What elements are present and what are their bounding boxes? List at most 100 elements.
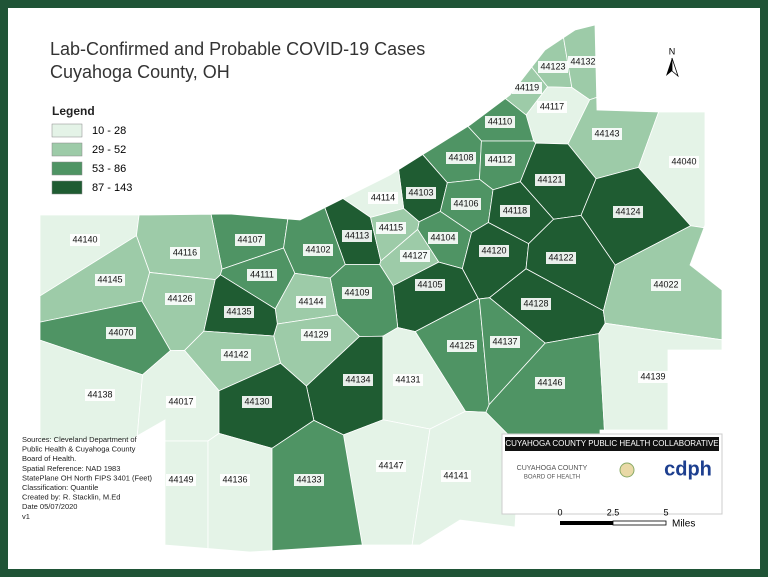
zip-label: 44108: [448, 152, 473, 162]
zip-label-bg: [221, 349, 251, 361]
zip-label: 44128: [523, 298, 548, 308]
legend-swatch: [51, 142, 83, 157]
scale-label: 0: [557, 507, 562, 517]
zip-label-bg: [521, 298, 551, 310]
zip-label-bg: [70, 234, 100, 246]
zip-label: 44118: [503, 205, 527, 215]
scale-label: 2.5: [607, 507, 620, 517]
north-arrow-right: [671, 57, 679, 78]
legend-swatch: [51, 123, 83, 138]
zip-label: 44134: [345, 374, 370, 384]
zip-label-bg: [535, 174, 565, 186]
legend-label: 53 - 86: [92, 163, 126, 175]
zip-label: 44115: [379, 222, 403, 232]
zip-label-bg: [376, 222, 406, 234]
zip-label-bg: [85, 389, 115, 401]
zip-label: 44111: [250, 269, 274, 279]
zip-label: 44120: [481, 245, 506, 255]
zip-label: 44146: [537, 377, 562, 387]
zip-label: 44104: [430, 232, 455, 242]
zip-label: 44138: [87, 389, 112, 399]
zip-label-bg: [451, 198, 481, 210]
zip-label-bg: [247, 269, 277, 281]
legend: 10 - 28 29 - 52 53 - 86 87 - 143: [51, 123, 132, 195]
zip-label: 44126: [167, 293, 192, 303]
zip-label: 44130: [244, 396, 269, 406]
zip-label-bg: [485, 154, 515, 166]
legend-label: 10 - 28: [92, 125, 126, 137]
zip-label-bg: [485, 116, 515, 128]
zip-label: 44017: [168, 396, 193, 406]
zip-label-bg: [170, 247, 200, 259]
logo-box: CUYAHOGA COUNTY PUBLIC HEALTH COLLABORAT…: [501, 433, 723, 515]
zip-label: 44127: [402, 250, 427, 260]
source-line: StatePlane OH North FIPS 3401 (Feet): [22, 473, 153, 482]
zip-label-bg: [546, 252, 576, 264]
zip-label: 44112: [488, 154, 512, 164]
zip-label-bg: [400, 250, 430, 262]
zip-label-bg: [415, 279, 445, 291]
zip-label-bg: [479, 245, 509, 257]
source-line: v1: [22, 512, 30, 521]
zip-label: 44110: [488, 116, 512, 126]
zip-area: [207, 432, 273, 553]
zip-label-bg: [669, 156, 699, 168]
zip-label-bg: [368, 192, 398, 204]
zip-label-bg: [166, 396, 196, 408]
zip-label-bg: [535, 377, 565, 389]
zip-label-bg: [301, 329, 331, 341]
zip-label: 44040: [671, 156, 696, 166]
zip-label: 44145: [97, 274, 122, 284]
source-line: Board of Health.: [22, 454, 76, 463]
legend-swatch: [51, 161, 83, 176]
zip-label: 44114: [371, 192, 395, 202]
zip-label-bg: [95, 274, 125, 286]
zip-label-bg: [303, 244, 333, 256]
north-arrow-left: [666, 58, 672, 76]
logo-seal: [619, 462, 635, 478]
legend-swatch: [51, 180, 83, 195]
zip-label-bg: [447, 340, 477, 352]
zip-label: 44106: [453, 198, 478, 208]
zip-label: 44125: [449, 340, 474, 350]
zip-label: 44149: [168, 474, 193, 484]
zip-label: 44022: [653, 279, 678, 289]
zip-area: [164, 440, 209, 549]
zip-label-bg: [538, 61, 568, 73]
zip-label: 44131: [395, 374, 420, 384]
zip-label-bg: [428, 232, 458, 244]
zip-label-bg: [343, 374, 373, 386]
zip-label: 44122: [548, 252, 573, 262]
zip-label-bg: [342, 230, 372, 242]
zip-label-bg: [651, 279, 681, 291]
legend-label: 29 - 52: [92, 144, 126, 156]
zip-label: 44102: [305, 244, 330, 254]
zip-label: 44113: [345, 230, 369, 240]
zip-label-bg: [242, 396, 272, 408]
zip-label-bg: [568, 56, 598, 68]
zip-label: 44121: [537, 174, 562, 184]
zip-label-bg: [512, 82, 542, 94]
zip-label: 44103: [408, 187, 433, 197]
zip-label-bg: [537, 101, 567, 113]
logo-board: BOARD OF HEALTH: [524, 475, 580, 481]
zip-label-bg: [165, 293, 195, 305]
zip-label-bg: [294, 474, 324, 486]
zip-label-bg: [500, 205, 530, 217]
logo-cdph: cdph: [664, 458, 712, 480]
scale-seg: [612, 520, 667, 526]
zip-label: 44142: [223, 349, 248, 359]
zip-label: 44123: [540, 61, 565, 71]
scale-unit: Miles: [672, 519, 695, 530]
zip-label: 44119: [515, 82, 539, 92]
zip-label: 44070: [108, 327, 133, 337]
zip-label-bg: [342, 287, 372, 299]
zip-label: 44109: [344, 287, 369, 297]
title: Lab-Confirmed and Probable COVID-19 Case…: [50, 39, 425, 59]
scale-bar: 0 2.5 5 Miles: [557, 507, 695, 529]
zip-label-bg: [166, 474, 196, 486]
north-label: N: [669, 46, 676, 56]
